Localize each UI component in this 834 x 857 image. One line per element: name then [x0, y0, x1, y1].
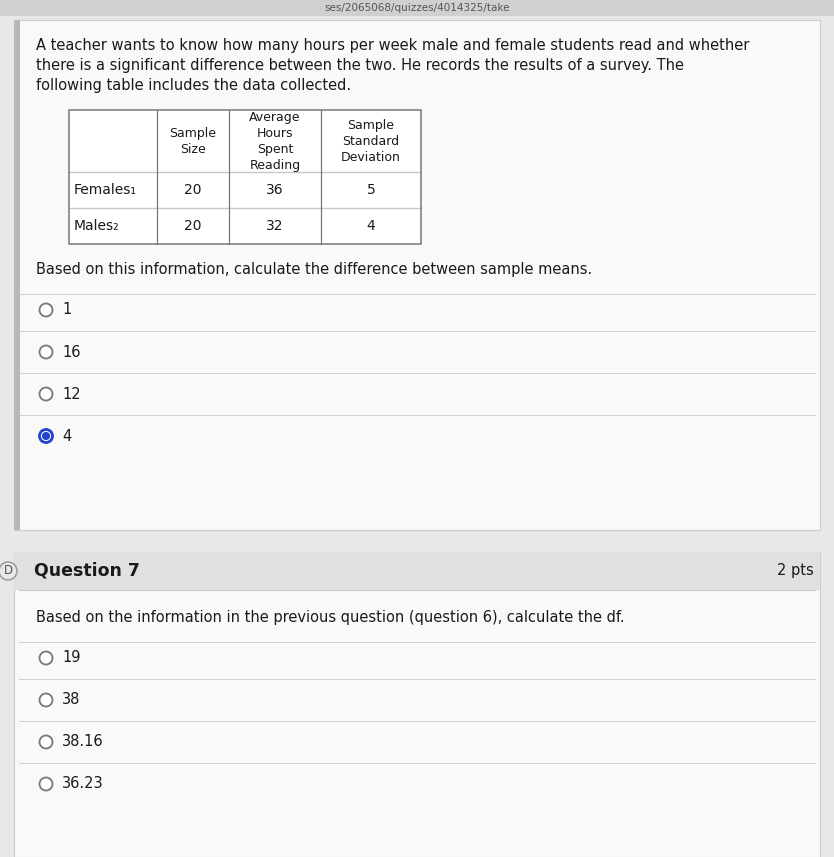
Bar — [14, 20, 20, 530]
Circle shape — [39, 429, 53, 442]
Text: 38.16: 38.16 — [62, 734, 103, 750]
Text: 16: 16 — [62, 345, 81, 359]
Circle shape — [39, 777, 53, 790]
Bar — [69, 110, 421, 244]
Bar — [0, 0, 834, 16]
Text: ses/2065068/quizzes/4014325/take: ses/2065068/quizzes/4014325/take — [324, 3, 510, 13]
Text: 5: 5 — [367, 183, 375, 197]
Text: 1: 1 — [62, 303, 71, 317]
Circle shape — [39, 651, 53, 664]
Text: Based on the information in the previous question (question 6), calculate the df: Based on the information in the previous… — [36, 610, 625, 625]
Circle shape — [39, 303, 53, 316]
Circle shape — [0, 562, 17, 580]
Text: Males₂: Males₂ — [74, 219, 119, 233]
Bar — [14, 552, 820, 590]
Text: Based on this information, calculate the difference between sample means.: Based on this information, calculate the… — [36, 262, 592, 277]
Circle shape — [43, 433, 49, 440]
Text: 36: 36 — [266, 183, 284, 197]
Text: Average
Hours
Spent
Reading: Average Hours Spent Reading — [249, 111, 301, 171]
Text: 38: 38 — [62, 692, 80, 708]
Text: 4: 4 — [367, 219, 375, 233]
Bar — [14, 20, 820, 530]
Bar — [69, 110, 421, 244]
Text: 12: 12 — [62, 387, 81, 401]
Text: Sample
Standard
Deviation: Sample Standard Deviation — [341, 118, 401, 164]
Bar — [0, 532, 834, 552]
Text: Females₁: Females₁ — [74, 183, 137, 197]
Text: 20: 20 — [184, 183, 202, 197]
Circle shape — [39, 693, 53, 706]
Text: Question 7: Question 7 — [34, 562, 140, 580]
Text: Sample
Size: Sample Size — [169, 127, 217, 155]
Circle shape — [39, 345, 53, 358]
Text: 32: 32 — [266, 219, 284, 233]
Text: 20: 20 — [184, 219, 202, 233]
Text: 36.23: 36.23 — [62, 776, 103, 792]
Bar — [14, 552, 820, 857]
Text: 19: 19 — [62, 650, 81, 666]
Circle shape — [39, 387, 53, 400]
Text: D: D — [3, 565, 13, 578]
Text: 4: 4 — [62, 428, 71, 444]
Text: A teacher wants to know how many hours per week male and female students read an: A teacher wants to know how many hours p… — [36, 38, 750, 93]
Circle shape — [39, 735, 53, 748]
Text: 2 pts: 2 pts — [777, 564, 814, 578]
